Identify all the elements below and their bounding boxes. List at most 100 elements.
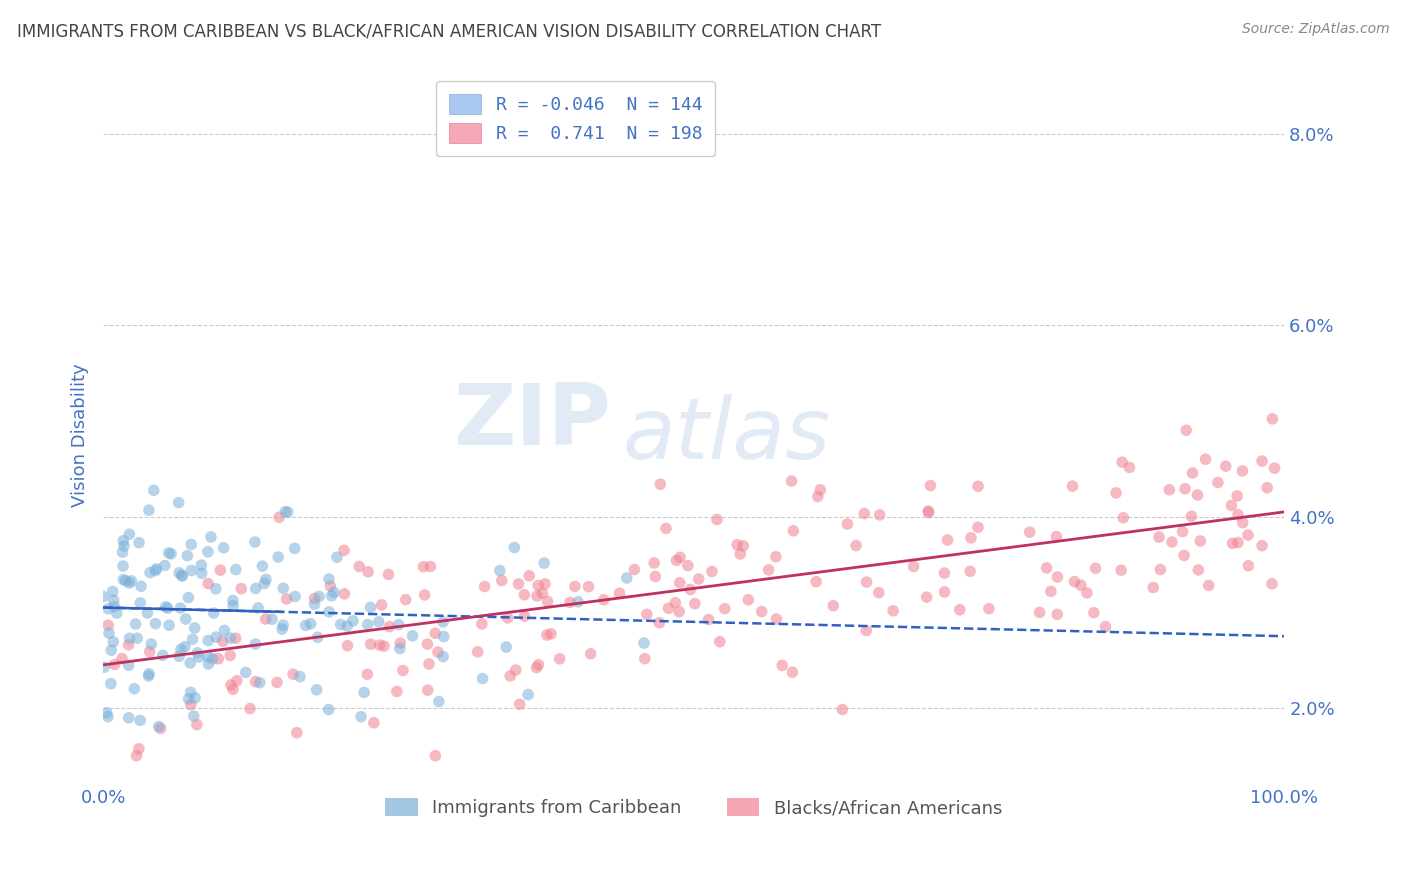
Point xyxy=(616,571,638,585)
Point xyxy=(688,572,710,586)
Point xyxy=(425,626,447,640)
Point xyxy=(103,599,125,614)
Point xyxy=(548,652,571,666)
Point xyxy=(517,688,540,702)
Point xyxy=(136,606,159,620)
Point xyxy=(915,590,938,604)
Point xyxy=(360,637,382,651)
Point xyxy=(1261,576,1284,591)
Point xyxy=(363,715,385,730)
Point xyxy=(579,647,602,661)
Point xyxy=(118,576,141,591)
Point xyxy=(225,632,247,646)
Point xyxy=(138,645,160,659)
Point xyxy=(318,605,340,619)
Point xyxy=(266,675,288,690)
Point xyxy=(125,748,148,763)
Point xyxy=(274,505,297,519)
Point xyxy=(288,670,311,684)
Point xyxy=(197,649,219,664)
Point xyxy=(669,550,692,565)
Point xyxy=(503,541,526,555)
Point xyxy=(153,558,176,573)
Point xyxy=(488,564,510,578)
Point xyxy=(97,618,120,632)
Point xyxy=(917,504,939,518)
Point xyxy=(350,709,373,723)
Point xyxy=(152,648,174,663)
Point xyxy=(1206,475,1229,490)
Point xyxy=(145,564,167,578)
Point xyxy=(284,590,307,604)
Point xyxy=(869,508,891,522)
Point xyxy=(1094,619,1116,633)
Point xyxy=(425,748,447,763)
Point xyxy=(333,543,356,558)
Point xyxy=(513,588,536,602)
Text: IMMIGRANTS FROM CARIBBEAN VS BLACK/AFRICAN AMERICAN VISION DISABILITY CORRELATIO: IMMIGRANTS FROM CARIBBEAN VS BLACK/AFRIC… xyxy=(17,22,882,40)
Point xyxy=(138,669,160,683)
Point xyxy=(129,579,152,593)
Point xyxy=(855,624,877,638)
Point xyxy=(294,618,316,632)
Point xyxy=(118,711,141,725)
Point xyxy=(149,722,172,736)
Point xyxy=(205,582,228,596)
Point xyxy=(105,606,128,620)
Point xyxy=(357,565,380,579)
Point xyxy=(197,657,219,671)
Point xyxy=(156,601,179,615)
Point xyxy=(427,645,450,659)
Point xyxy=(169,601,191,615)
Point xyxy=(180,685,202,699)
Point xyxy=(180,698,202,712)
Point xyxy=(219,648,242,663)
Point xyxy=(413,588,436,602)
Point xyxy=(1181,466,1204,480)
Point xyxy=(1256,481,1278,495)
Point xyxy=(679,582,702,597)
Point xyxy=(1109,563,1132,577)
Point xyxy=(1035,561,1057,575)
Point xyxy=(305,682,328,697)
Point xyxy=(418,657,440,671)
Point xyxy=(180,537,202,551)
Point xyxy=(1261,412,1284,426)
Point xyxy=(179,656,201,670)
Point xyxy=(668,575,690,590)
Point xyxy=(333,587,356,601)
Point xyxy=(471,616,494,631)
Point xyxy=(967,520,990,534)
Text: ZIP: ZIP xyxy=(453,380,612,463)
Point xyxy=(706,512,728,526)
Point xyxy=(636,607,658,622)
Point xyxy=(148,720,170,734)
Point xyxy=(1194,452,1216,467)
Point xyxy=(222,593,245,607)
Point xyxy=(737,592,759,607)
Point xyxy=(117,658,139,673)
Point xyxy=(97,601,120,615)
Point xyxy=(103,634,125,648)
Point xyxy=(534,577,557,591)
Point xyxy=(592,592,614,607)
Point xyxy=(1187,563,1209,577)
Point xyxy=(219,678,242,692)
Text: atlas: atlas xyxy=(623,394,831,477)
Point xyxy=(1232,516,1254,530)
Point xyxy=(307,631,329,645)
Point xyxy=(416,683,439,698)
Point xyxy=(129,714,152,728)
Point xyxy=(509,698,531,712)
Point xyxy=(513,609,536,624)
Point xyxy=(252,559,274,574)
Point xyxy=(609,586,631,600)
Point xyxy=(804,574,827,589)
Point xyxy=(97,709,120,723)
Point xyxy=(427,695,450,709)
Point xyxy=(212,541,235,555)
Point xyxy=(1028,606,1050,620)
Point xyxy=(100,643,122,657)
Point xyxy=(389,636,412,650)
Point xyxy=(367,615,389,629)
